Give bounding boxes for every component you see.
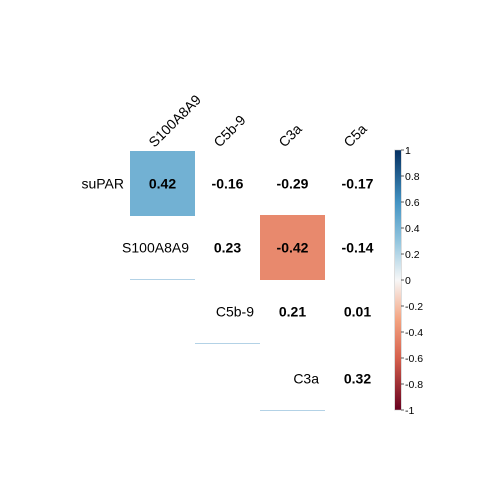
matrix-area: S100A8A9 C5b-9 C3a C5asuPARS100A8A9C5b-9C3a… [81,91,374,411]
colorbar-tick-label: 0.6 [405,197,420,209]
correlation-cell [130,151,195,216]
row-label: C5b-9 [216,304,254,320]
row-label: suPAR [81,176,124,192]
row-label: C3a [293,371,319,387]
column-label: C5b-9 [210,112,248,150]
correlation-value: -0.14 [342,240,374,256]
colorbar-tick-label: 0.2 [405,249,420,261]
correlation-value: 0.23 [214,240,241,256]
colorbar-gradient [395,150,401,410]
colorbar-tick-label: 0.4 [405,223,420,235]
colorbar-tick-label: 0 [405,275,411,287]
correlation-value: 0.42 [149,176,176,192]
colorbar-tick-label: -1 [405,405,414,417]
correlation-value: -0.42 [277,240,309,256]
colorbar-tick-label: 0.8 [405,171,420,183]
correlation-value: 0.21 [279,304,306,320]
colorbar-tick-label: -0.2 [405,301,423,313]
column-label: C3a [275,120,305,150]
correlation-value: -0.16 [212,176,244,192]
correlation-value: -0.29 [277,176,309,192]
correlation-value: 0.32 [344,371,371,387]
row-label: S100A8A9 [122,240,189,256]
correlation-cell [260,215,325,280]
colorbar-tick-label: 1 [405,145,411,157]
column-label: C5a [340,120,370,150]
colorbar-tick-label: -0.8 [405,379,423,391]
column-label: S100A8A9 [145,91,204,150]
correlation-value: -0.17 [342,176,374,192]
colorbar-tick-label: -0.6 [405,353,423,365]
correlation-value: 0.01 [344,304,371,320]
colorbar-tick-label: -0.4 [405,327,423,339]
colorbar: 1 0.8 0.6 0.4 0.2 0 -0.2 -0.4 -0.6 -0.8 -1 [394,145,423,417]
